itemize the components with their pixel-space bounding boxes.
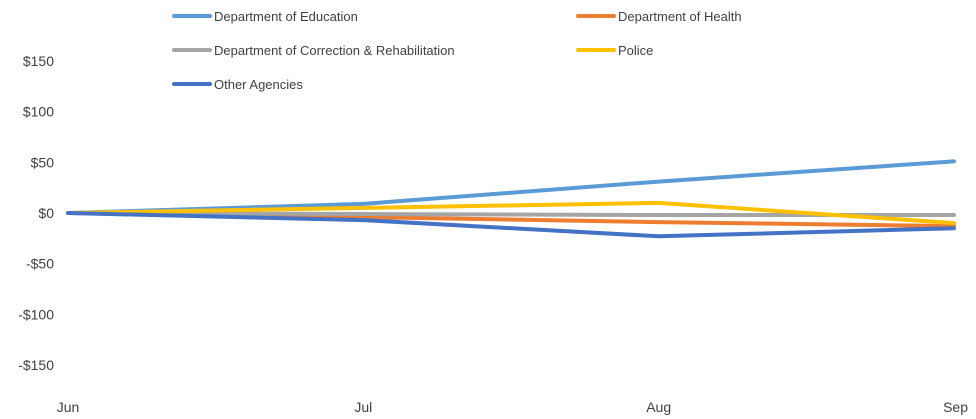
legend-swatch-police bbox=[576, 48, 616, 52]
y-tick-label: -$50 bbox=[26, 256, 54, 272]
legend-swatch-correction bbox=[172, 48, 212, 52]
y-tick-label: $150 bbox=[23, 53, 54, 69]
x-tick-label: Aug bbox=[646, 399, 671, 415]
legend-label-education: Department of Education bbox=[214, 8, 358, 24]
y-tick-label: $100 bbox=[23, 104, 54, 120]
x-tick-label: Jun bbox=[57, 399, 80, 415]
legend-swatch-health bbox=[576, 14, 616, 18]
series-line-4 bbox=[66, 211, 956, 239]
series-lines bbox=[66, 159, 956, 239]
legend-item-health: Department of Health bbox=[576, 6, 742, 26]
legend-label-health: Department of Health bbox=[618, 8, 742, 24]
series-line-0 bbox=[66, 159, 956, 215]
x-tick-label: Jul bbox=[354, 399, 372, 415]
legend-item-education: Department of Education bbox=[172, 6, 358, 26]
legend-swatch-education bbox=[172, 14, 212, 18]
series-line-2 bbox=[66, 211, 956, 218]
y-tick-label: -$100 bbox=[18, 306, 54, 322]
y-tick-label: $50 bbox=[31, 154, 55, 170]
y-axis-ticks: $150 $100 $50 $0 -$50 -$100 -$150 bbox=[18, 53, 54, 373]
legend-item-other: Other Agencies bbox=[172, 74, 303, 94]
legend-item-correction: Department of Correction & Rehabilitatio… bbox=[172, 40, 455, 60]
legend-label-other: Other Agencies bbox=[214, 76, 303, 92]
legend-item-police: Police bbox=[576, 40, 653, 60]
legend-label-police: Police bbox=[618, 42, 654, 58]
x-tick-label: Sep bbox=[943, 399, 968, 415]
y-tick-label: $0 bbox=[38, 205, 54, 221]
legend: Department of Education Department of He… bbox=[0, 0, 976, 100]
x-axis-ticks: Jun Jul Aug Sep bbox=[57, 399, 968, 415]
legend-label-correction: Department of Correction & Rehabilitatio… bbox=[214, 42, 455, 58]
series-line-3 bbox=[66, 200, 956, 226]
legend-swatch-other bbox=[172, 82, 212, 86]
y-tick-label: -$150 bbox=[18, 357, 54, 373]
